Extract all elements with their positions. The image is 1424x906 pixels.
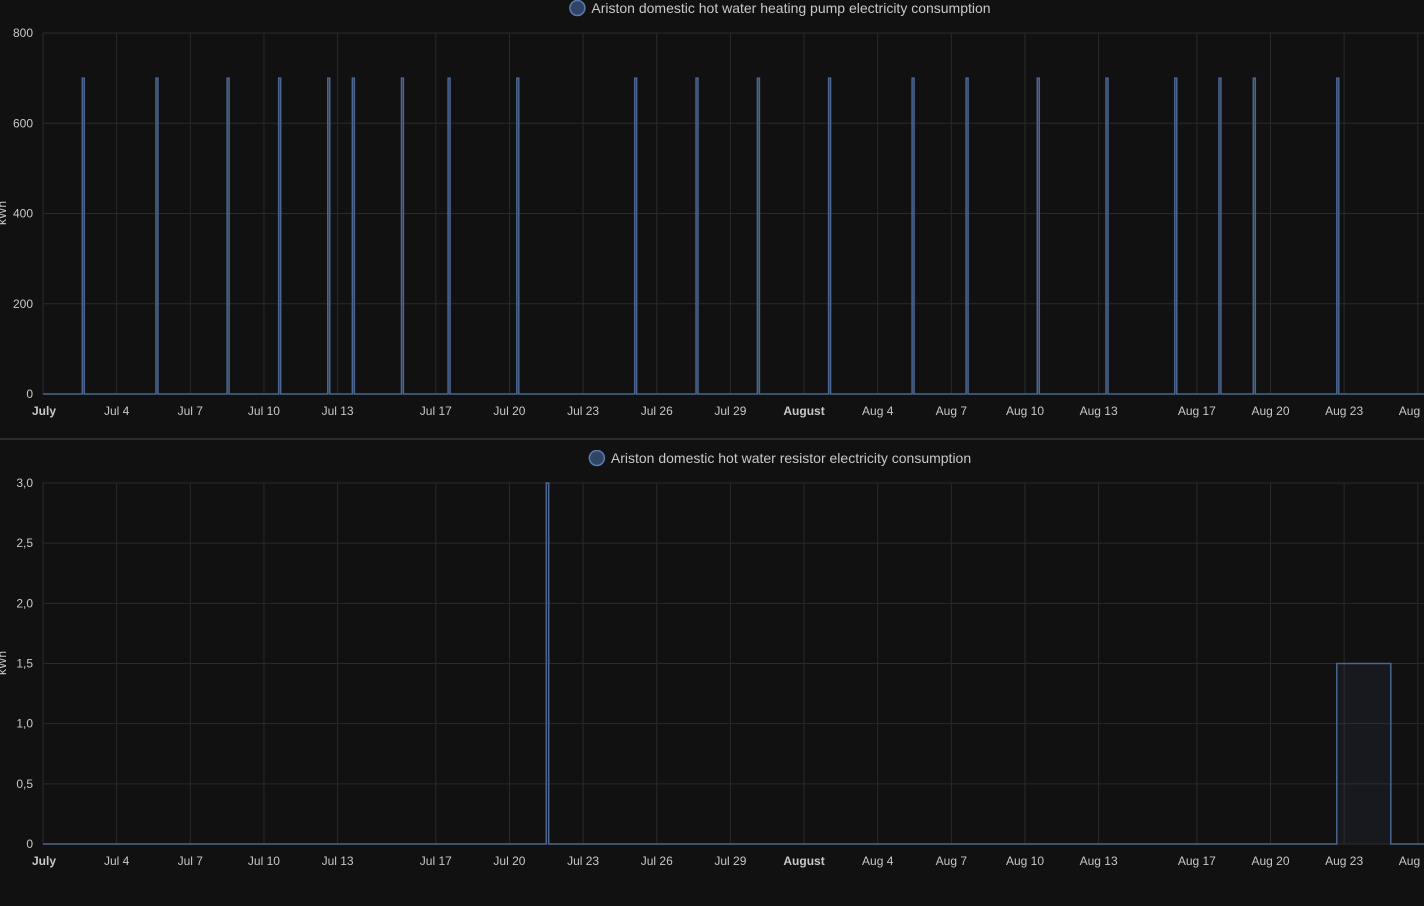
y-tick-label: 3,0: [16, 476, 33, 490]
consumption-spike: [227, 78, 230, 394]
consumption-spike: [327, 78, 330, 394]
chart-divider: [0, 438, 1424, 440]
consumption-spike: [634, 78, 637, 394]
x-tick-label: Aug 17: [1178, 404, 1216, 418]
consumption-spike: [401, 78, 404, 394]
y-tick-label: 2,0: [16, 596, 33, 610]
y-tick-label: 800: [13, 26, 33, 40]
x-tick-label: Aug 26: [1399, 854, 1424, 868]
x-tick-label: Jul 10: [248, 404, 280, 418]
y-tick-label: 2,5: [16, 536, 33, 550]
consumption-spike: [1106, 78, 1109, 394]
pump-consumption-chart: 800 600 400 200 0 July Jul 4 Jul 7 Jul 10 Jul 13 J…: [0, 0, 1424, 418]
consumption-pulse: [1336, 663, 1391, 844]
x-tick-label: Aug 4: [862, 854, 894, 868]
x-tick-label: Jul 29: [714, 854, 746, 868]
x-tick-label: Jul 20: [493, 404, 525, 418]
consumption-spike: [912, 78, 915, 394]
x-tick-label: Jul 4: [104, 854, 130, 868]
x-tick-label: Aug 17: [1178, 854, 1216, 868]
x-tick-label: Jul 13: [322, 404, 354, 418]
consumption-spike: [1218, 78, 1221, 394]
x-tick-label: Jul 10: [248, 854, 280, 868]
x-tick-label: Aug 20: [1251, 854, 1289, 868]
y-tick-label: 0,5: [16, 777, 33, 791]
x-tick-label: Jul 4: [104, 404, 130, 418]
consumption-spike: [278, 78, 281, 394]
series-line: [43, 77, 1424, 395]
x-tick-label: Aug 13: [1080, 854, 1118, 868]
y-tick-label: 600: [13, 116, 33, 130]
x-tick-label: Aug 4: [862, 404, 894, 418]
x-tick-label: Jul 26: [641, 854, 673, 868]
y-tick-label: 200: [13, 297, 33, 311]
consumption-spike: [448, 78, 451, 394]
consumption-pulse: [546, 483, 549, 844]
x-tick-label: July: [32, 854, 56, 868]
y-tick-label: 0: [26, 387, 33, 401]
x-tick-label: Jul 17: [420, 854, 452, 868]
consumption-spike: [828, 78, 831, 394]
x-tick-label: Jul 20: [493, 854, 525, 868]
legend-dot: [588, 450, 606, 467]
consumption-spike: [966, 78, 969, 394]
x-tick-label: August: [783, 854, 824, 868]
x-tick-label: Aug 26: [1399, 404, 1424, 418]
consumption-spike: [1253, 78, 1256, 394]
x-tick-label: August: [783, 404, 824, 418]
consumption-spike: [82, 78, 85, 394]
resistor-consumption-chart: 3,0 2,5 2,0 1,5 1,0 0,5 0 July Jul 4 Jul 7 Jul 10 J…: [0, 450, 1424, 868]
y-axis-label: kWh: [0, 201, 9, 225]
consumption-spike: [757, 78, 760, 394]
x-tick-label: Jul 7: [178, 404, 204, 418]
y-tick-label: 400: [13, 207, 33, 221]
consumption-spike: [155, 78, 158, 394]
x-tick-label: Jul 7: [178, 854, 204, 868]
y-tick-label: 0: [26, 837, 33, 851]
x-tick-label: Jul 29: [714, 404, 746, 418]
y-tick-label: 1,0: [16, 717, 33, 731]
consumption-spike: [516, 78, 519, 394]
consumption-spike: [1037, 78, 1040, 394]
x-tick-label: Aug 7: [936, 404, 968, 418]
legend-label: Ariston domestic hot water heating pump …: [591, 0, 990, 16]
x-tick-label: Aug 23: [1325, 854, 1363, 868]
legend-label: Ariston domestic hot water resistor elec…: [611, 450, 971, 466]
x-tick-label: Aug 10: [1006, 854, 1044, 868]
x-tick-label: Aug 10: [1006, 404, 1044, 418]
x-tick-label: Jul 23: [567, 404, 599, 418]
y-tick-label: 1,5: [16, 657, 33, 671]
x-tick-label: Aug 20: [1251, 404, 1289, 418]
x-tick-label: Jul 26: [641, 404, 673, 418]
consumption-spike: [352, 78, 355, 394]
consumption-spike: [696, 78, 699, 394]
x-tick-label: Aug 23: [1325, 404, 1363, 418]
x-tick-label: Aug 7: [936, 854, 968, 868]
series-line: [43, 482, 1424, 845]
x-tick-label: July: [32, 404, 56, 418]
x-tick-label: Jul 17: [420, 404, 452, 418]
y-axis-label: kWh: [0, 651, 9, 675]
x-tick-label: Aug 13: [1080, 404, 1118, 418]
x-tick-label: Jul 13: [322, 854, 354, 868]
legend-dot: [569, 0, 586, 17]
consumption-spike: [1174, 78, 1177, 394]
consumption-spike: [1336, 78, 1339, 394]
x-tick-label: Jul 23: [567, 854, 599, 868]
